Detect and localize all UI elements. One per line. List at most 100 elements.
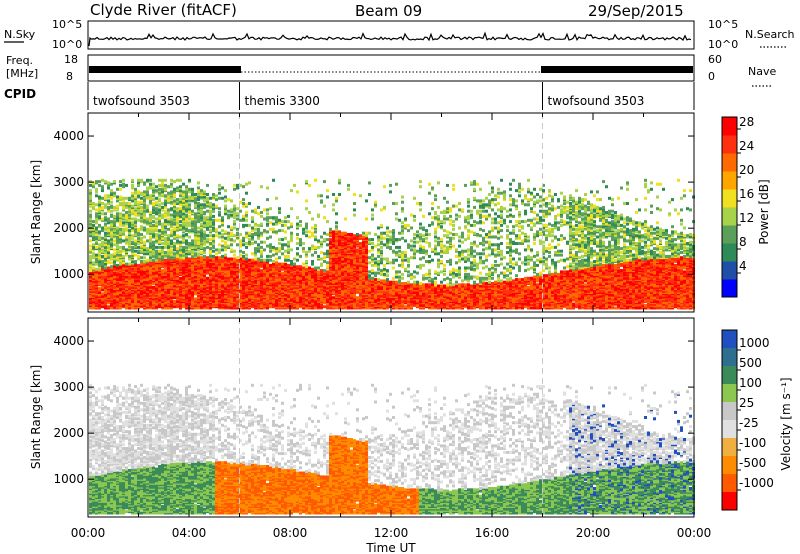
heatmap-cell bbox=[185, 258, 188, 261]
radar-summary-plot: Clyde River (fitACF) Beam 09 29/Sep/2015… bbox=[0, 0, 800, 554]
heatmap-cell bbox=[296, 259, 299, 262]
heatmap-cell bbox=[197, 207, 200, 210]
heatmap-cell bbox=[140, 228, 143, 231]
heatmap-cell bbox=[281, 263, 284, 266]
heatmap-cell bbox=[89, 264, 92, 267]
heatmap-cell bbox=[221, 294, 224, 297]
heatmap-cell bbox=[320, 194, 323, 197]
heatmap-cell bbox=[245, 294, 248, 297]
heatmap-cell bbox=[110, 232, 113, 235]
heatmap-cell bbox=[158, 203, 161, 206]
heatmap-cell bbox=[164, 210, 167, 213]
heatmap-cell bbox=[242, 243, 245, 246]
heatmap-cell bbox=[224, 212, 227, 215]
heatmap-cell bbox=[248, 232, 251, 235]
heatmap-cell bbox=[296, 223, 299, 226]
heatmap-cell bbox=[188, 199, 191, 202]
heatmap-cell bbox=[272, 265, 275, 268]
heatmap-cell bbox=[191, 255, 194, 258]
heatmap-cell bbox=[122, 264, 125, 267]
heatmap-cell bbox=[335, 199, 338, 202]
heatmap-cell bbox=[95, 212, 98, 215]
heatmap-cell bbox=[155, 237, 158, 240]
heatmap-cell bbox=[176, 187, 179, 190]
heatmap-cell bbox=[254, 254, 257, 257]
heatmap-cell bbox=[89, 248, 92, 251]
heatmap-cell bbox=[137, 219, 140, 222]
heatmap-cell bbox=[134, 228, 137, 231]
heatmap-cell bbox=[104, 232, 107, 235]
heatmap-cell bbox=[194, 228, 197, 231]
heatmap-cell bbox=[107, 232, 110, 235]
heatmap-cell bbox=[281, 272, 284, 275]
heatmap-cell bbox=[176, 247, 179, 250]
heatmap-cell bbox=[182, 252, 185, 255]
heatmap-cell bbox=[149, 236, 152, 239]
heatmap-cell bbox=[224, 230, 227, 233]
heatmap-cell bbox=[152, 215, 155, 218]
heatmap-cell bbox=[92, 261, 95, 264]
heatmap-cell bbox=[308, 184, 311, 187]
heatmap-cell bbox=[323, 252, 326, 255]
heatmap-cell bbox=[224, 199, 227, 202]
heatmap-cell bbox=[203, 206, 206, 209]
heatmap-cell bbox=[254, 287, 257, 290]
heatmap-cell bbox=[137, 255, 140, 258]
heatmap-cell bbox=[98, 215, 101, 218]
heatmap-cell bbox=[260, 232, 263, 235]
heatmap-cell bbox=[263, 208, 266, 211]
heatmap-cell bbox=[155, 221, 158, 224]
heatmap-cell bbox=[353, 254, 356, 257]
heatmap-cell bbox=[89, 194, 92, 197]
heatmap-cell bbox=[182, 193, 185, 196]
heatmap-cell bbox=[167, 192, 170, 195]
heatmap-cell bbox=[146, 218, 149, 221]
heatmap-cell bbox=[242, 258, 245, 261]
heatmap-cell bbox=[206, 238, 209, 241]
heatmap-cell bbox=[302, 276, 305, 279]
heatmap-cell bbox=[188, 203, 191, 206]
heatmap-cell bbox=[191, 251, 194, 254]
heatmap-cell bbox=[212, 250, 215, 253]
heatmap-cell bbox=[224, 278, 227, 281]
heatmap-cell bbox=[320, 236, 323, 239]
heatmap-cell bbox=[347, 184, 350, 187]
heatmap-cell bbox=[167, 220, 170, 223]
heatmap-cell bbox=[110, 225, 113, 228]
heatmap-cell bbox=[176, 207, 179, 210]
heatmap-cell bbox=[287, 241, 290, 244]
heatmap-cell bbox=[305, 276, 308, 279]
heatmap-cell bbox=[233, 278, 236, 281]
heatmap-cell bbox=[92, 267, 95, 270]
heatmap-cell bbox=[134, 250, 137, 253]
heatmap-cell bbox=[101, 237, 104, 240]
heatmap-cell bbox=[104, 212, 107, 215]
heatmap-cell bbox=[131, 246, 134, 249]
heatmap-cell bbox=[131, 252, 134, 255]
heatmap-cell bbox=[191, 228, 194, 231]
heatmap-cell bbox=[263, 241, 266, 244]
heatmap-cell bbox=[221, 239, 224, 242]
heatmap-cell bbox=[134, 233, 137, 236]
heatmap-cell bbox=[227, 292, 230, 295]
heatmap-cell bbox=[197, 190, 200, 193]
heatmap-cell bbox=[107, 246, 110, 249]
heatmap-cell bbox=[269, 255, 272, 258]
heatmap-cell bbox=[164, 199, 167, 202]
heatmap-cell bbox=[179, 236, 182, 239]
heatmap-cell bbox=[206, 256, 209, 259]
heatmap-cell bbox=[272, 228, 275, 231]
heatmap-cell bbox=[218, 261, 221, 264]
heatmap-cell bbox=[149, 227, 152, 230]
heatmap-cell bbox=[266, 237, 269, 240]
heatmap-cell bbox=[134, 260, 137, 263]
heatmap-cell bbox=[224, 189, 227, 192]
heatmap-cell bbox=[131, 187, 134, 190]
heatmap-cell bbox=[122, 239, 125, 242]
heatmap-cell bbox=[107, 251, 110, 254]
heatmap-cell bbox=[200, 216, 203, 219]
heatmap-cell bbox=[131, 205, 134, 208]
heatmap-cell bbox=[140, 225, 143, 228]
heatmap-cell bbox=[230, 295, 233, 298]
heatmap-cell bbox=[197, 196, 200, 199]
